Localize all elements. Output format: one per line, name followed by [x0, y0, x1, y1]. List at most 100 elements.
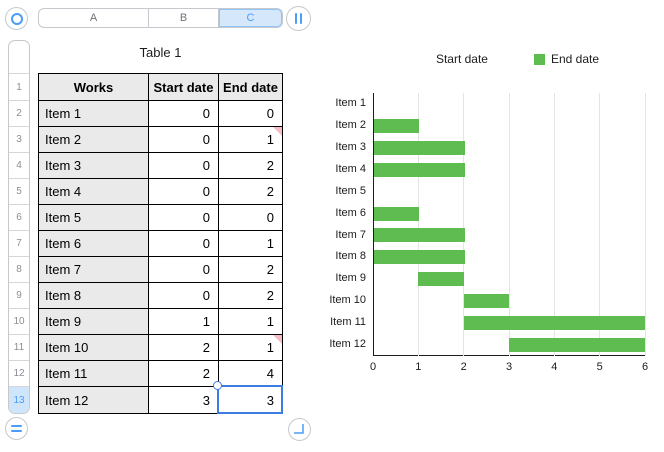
legend-item-end-date[interactable]: End date — [533, 52, 599, 66]
cell-works[interactable]: Item 2 — [39, 127, 149, 153]
header-cell-end-date[interactable]: End date — [219, 74, 282, 101]
chart-bar-item-3[interactable] — [374, 140, 465, 155]
cell-end-date[interactable]: 2 — [219, 283, 282, 309]
cell-works[interactable]: Item 11 — [39, 361, 149, 387]
cell-start-date[interactable]: 0 — [149, 283, 219, 309]
chart-tick-label: 2 — [460, 361, 467, 373]
chart-bar-item-2[interactable] — [374, 118, 420, 133]
chart-tick-label: 3 — [505, 361, 513, 373]
row-header-4[interactable]: 4 — [9, 153, 29, 179]
legend-item-start-date[interactable]: Start date — [418, 52, 488, 66]
chart-bar-item-10[interactable] — [463, 294, 509, 309]
chart-gridline — [644, 93, 646, 356]
cell-end-date[interactable]: 1 — [219, 335, 282, 361]
legend-label: Start date — [435, 52, 488, 66]
cell-works[interactable]: Item 9 — [39, 309, 149, 335]
cell-start-date[interactable]: 0 — [149, 153, 219, 179]
cell-end-date[interactable]: 0 — [219, 205, 282, 231]
comment-flag-icon — [273, 335, 282, 344]
cell-start-date[interactable]: 0 — [149, 231, 219, 257]
row-header-5[interactable]: 5 — [9, 179, 29, 205]
chart-bar-item-11[interactable] — [463, 316, 645, 331]
table-row: Item 12 3 3 — [39, 387, 282, 413]
gantt-chart-plot[interactable] — [373, 93, 646, 356]
selection-drag-handle[interactable] — [213, 381, 222, 390]
cell-works[interactable]: Item 3 — [39, 153, 149, 179]
cell-start-date[interactable]: 0 — [149, 257, 219, 283]
chart-category-label: Item 6 — [335, 206, 366, 219]
row-header-3[interactable]: 3 — [9, 127, 29, 153]
selected-cell-outline — [213, 381, 283, 414]
row-handle-icon — [11, 425, 22, 427]
row-header-strip: 1 2 3 4 5 6 7 8 9 10 11 12 13 — [8, 40, 30, 414]
cell-works[interactable]: Item 12 — [39, 387, 149, 413]
cell-start-date[interactable]: 2 — [149, 361, 219, 387]
chart-bar-item-6[interactable] — [374, 206, 420, 221]
cell-start-date[interactable]: 3 — [149, 387, 219, 413]
cell-start-date[interactable]: 1 — [149, 309, 219, 335]
cell-start-date[interactable]: 0 — [149, 179, 219, 205]
row-header-9[interactable]: 9 — [9, 283, 29, 309]
cell-works[interactable]: Item 4 — [39, 179, 149, 205]
chart-bar-item-4[interactable] — [374, 162, 465, 177]
column-header-b[interactable]: B — [149, 9, 219, 27]
cell-works[interactable]: Item 5 — [39, 205, 149, 231]
column-header-c[interactable]: C — [219, 9, 282, 27]
table-row: Item 10 2 1 — [39, 335, 282, 361]
header-cell-works[interactable]: Works — [39, 74, 149, 101]
chart-tick-label: 0 — [369, 361, 377, 373]
cell-end-date[interactable]: 2 — [219, 179, 282, 205]
chart-category-label: Item 11 — [330, 316, 366, 329]
chart-bar-item-8[interactable] — [374, 250, 465, 265]
chart-category-label: Item 5 — [335, 184, 366, 197]
column-header-a[interactable]: A — [39, 9, 149, 27]
table-resize-handle[interactable] — [288, 418, 311, 441]
cell-end-date[interactable]: 1 — [219, 231, 282, 257]
table-title[interactable]: Table 1 — [139, 45, 182, 60]
cell-end-date[interactable]: 1 — [219, 309, 282, 335]
header-cell-start-date[interactable]: Start date — [149, 74, 219, 101]
cell-start-date[interactable]: 0 — [149, 101, 219, 127]
cell-works[interactable]: Item 6 — [39, 231, 149, 257]
chart-tick-label: 6 — [641, 361, 649, 373]
cell-works[interactable]: Item 8 — [39, 283, 149, 309]
cell-end-date[interactable]: 2 — [219, 257, 282, 283]
cell-end-date[interactable]: 4 — [219, 361, 282, 387]
cell-end-date[interactable]: 0 — [219, 101, 282, 127]
cell-works[interactable]: Item 10 — [39, 335, 149, 361]
row-header-8[interactable]: 8 — [9, 257, 29, 283]
cell-start-date[interactable]: 0 — [149, 127, 219, 153]
row-header-7[interactable]: 7 — [9, 231, 29, 257]
row-header-6[interactable]: 6 — [9, 205, 29, 231]
row-header-2[interactable]: 2 — [9, 101, 29, 127]
row-header-13[interactable]: 13 — [9, 387, 29, 413]
select-all-table-button[interactable] — [5, 7, 28, 30]
chart-bar-item-9[interactable] — [418, 272, 464, 287]
row-header-1[interactable]: 1 — [9, 74, 29, 101]
chart-gridline — [553, 93, 555, 356]
chart-bar-item-12[interactable] — [509, 338, 645, 353]
cell-works[interactable]: Item 1 — [39, 101, 149, 127]
chart-tick-label: 1 — [415, 361, 422, 373]
chart-bar-item-7[interactable] — [374, 228, 465, 243]
add-column-button[interactable] — [286, 6, 311, 31]
chart-category-label: Item 4 — [335, 162, 366, 175]
cell-end-date[interactable]: 2 — [219, 153, 282, 179]
cell-works[interactable]: Item 7 — [39, 257, 149, 283]
row-header-12[interactable]: 12 — [9, 361, 29, 387]
cell-end-date[interactable]: 3 — [219, 387, 282, 413]
cell-start-date[interactable]: 2 — [149, 335, 219, 361]
row-header-10[interactable]: 10 — [9, 309, 29, 335]
legend-swatch-icon — [418, 53, 430, 65]
cell-end-date[interactable]: 1 — [219, 127, 282, 153]
cell-start-date[interactable]: 0 — [149, 205, 219, 231]
row-header-spacer — [9, 41, 29, 74]
chart-tick-label: 4 — [551, 361, 558, 373]
row-header-11[interactable]: 11 — [9, 335, 29, 361]
add-row-button[interactable] — [5, 417, 28, 440]
